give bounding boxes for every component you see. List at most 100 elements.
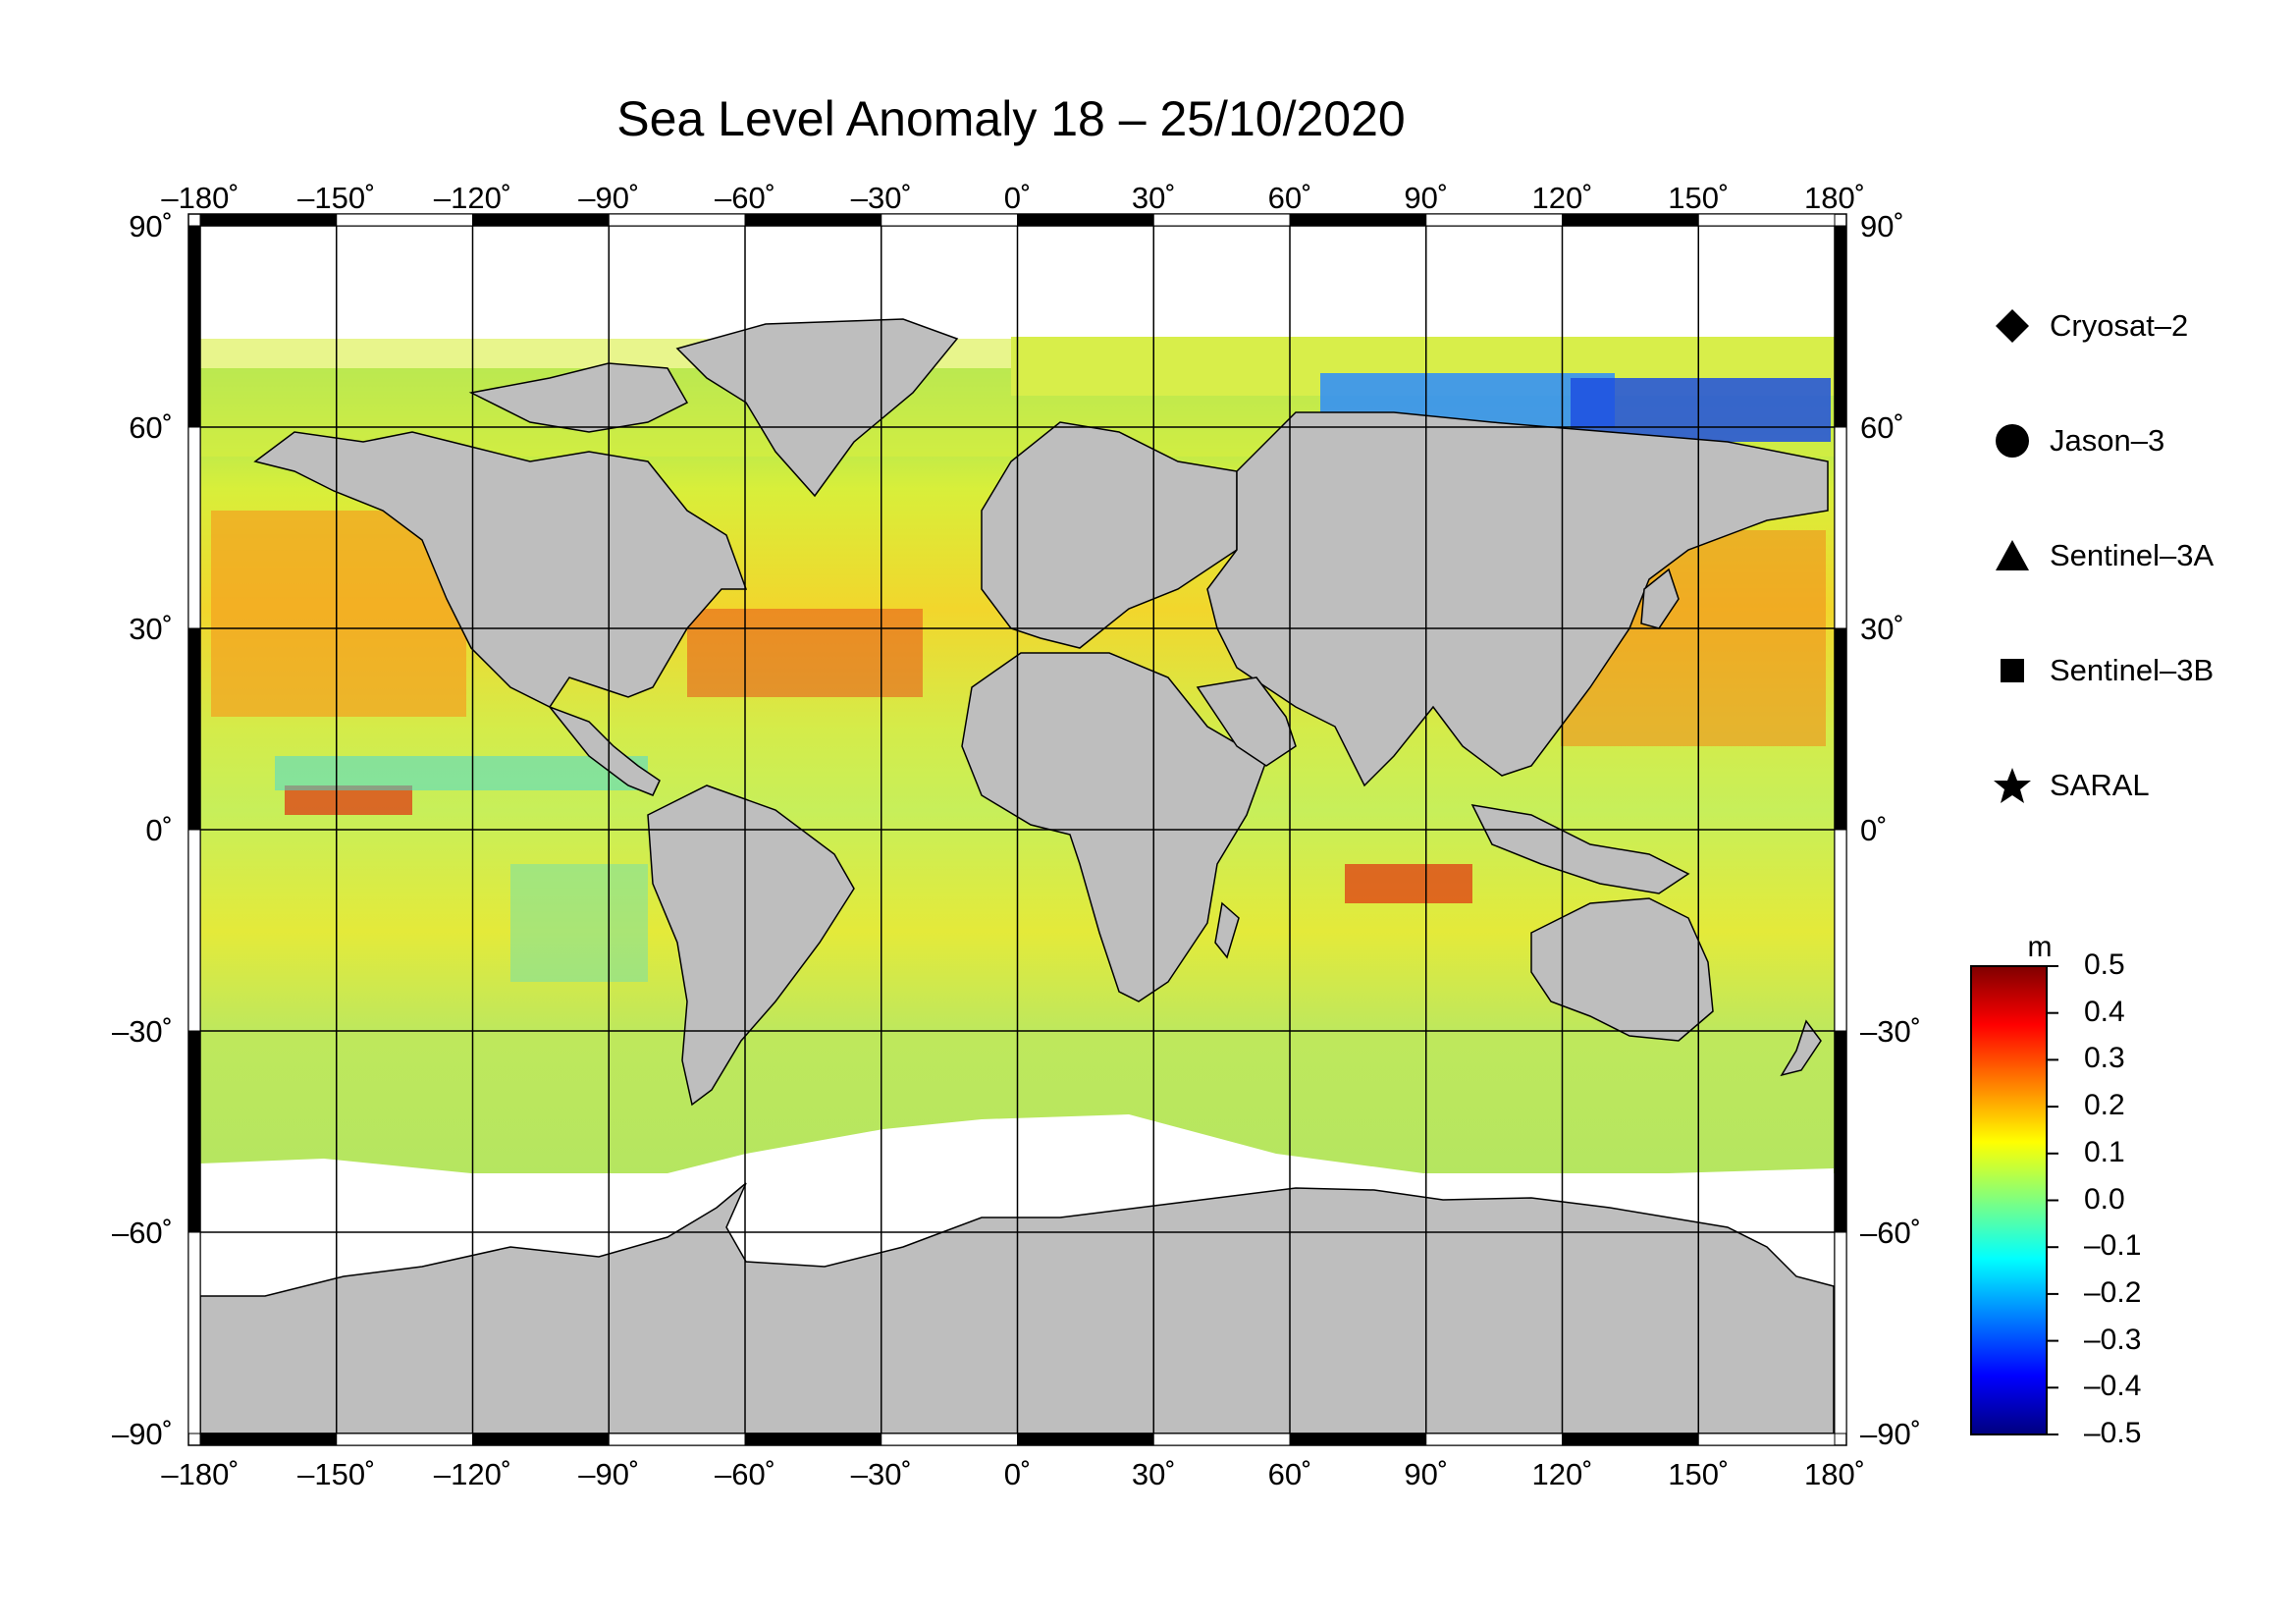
x-tick-label-top: 60˚ [1268,181,1312,215]
landmass-central-america [547,705,661,796]
tick-labels: –180˚ –180˚ –150˚ –150˚ –120˚ –120˚ –90˚ –90˚ –6… [112,181,1921,1491]
square-icon [1993,651,2032,690]
y-tick-label-left: 30˚ [129,612,173,646]
colorbar-tick-label: 0.1 [2084,1135,2125,1168]
legend-item-circle: Jason–3 [1993,421,2164,460]
frame-segment-top [1289,213,1427,227]
x-tick-label-top: –60˚ [715,181,775,215]
y-tick-label-right: –60˚ [1860,1216,1921,1250]
legend-label: Cryosat–2 [2050,308,2189,343]
x-tick-label-top: 0˚ [1004,181,1032,215]
frame-segment-right [1834,1231,1847,1434]
x-tick-label-bottom: 30˚ [1132,1457,1176,1491]
frame-segment-bottom [744,1433,882,1446]
y-tick-label-left: –60˚ [112,1216,173,1250]
y-tick-label-left: 0˚ [145,813,173,847]
landmass-australia [1530,897,1714,1042]
x-tick-label-top: –180˚ [161,181,239,215]
colorbar-tick-label: 0.3 [2084,1042,2125,1075]
map-frame [187,213,1847,1446]
frame-segment-right [1834,1030,1847,1233]
legend-label: SARAL [2050,768,2150,802]
x-tick-label-bottom: –180˚ [161,1457,239,1491]
y-tick-label-left: –90˚ [112,1417,173,1451]
x-tick-label-bottom: –90˚ [578,1457,639,1491]
legend-label: Sentinel–3B [2050,653,2215,687]
legend-item-square: Sentinel–3B [1993,651,2214,690]
frame-segment-top [336,213,473,227]
frame-segment-bottom [608,1433,746,1446]
y-tick-label-right: 60˚ [1860,410,1904,445]
colorbar-tick-label: 0.0 [2084,1182,2125,1216]
diamond-icon [1993,306,2032,346]
x-tick-label-bottom: –60˚ [715,1457,775,1491]
frame-segment-right [1834,225,1847,428]
frame-segment-top [199,213,338,227]
x-tick-label-top: 30˚ [1132,181,1176,215]
frame-segment-bottom [1425,1433,1563,1446]
frame-segment-bottom [1289,1433,1427,1446]
colorbar-tick-label: –0.2 [2084,1275,2142,1309]
colorbar-tick-label: 0.4 [2084,995,2125,1028]
frame-segment-bottom [1562,1433,1699,1446]
frame-segment-left [187,829,201,1032]
legend-item-star: SARAL [1993,766,2150,805]
frame-segment-right [1834,426,1847,629]
circle-icon [1993,421,2032,460]
x-tick-label-top: –90˚ [578,181,639,215]
frame-segment-top [1697,213,1836,227]
landmass-south-america [647,784,855,1107]
x-tick-label-bottom: 60˚ [1268,1457,1312,1491]
map-title: Sea Level Anomaly 18 – 25/10/2020 [616,91,1406,146]
frame-segment-top [608,213,746,227]
landmass-asia [1206,411,1829,787]
y-tick-label-right: 90˚ [1860,209,1904,243]
frame-segment-bottom [1697,1433,1836,1446]
landmass-greenland [675,318,959,498]
colorbar-tick-label: –0.4 [2084,1370,2142,1403]
y-tick-label-right: –90˚ [1860,1417,1921,1451]
frame-segment-top [472,213,610,227]
colorbar-tick-label: 0.2 [2084,1089,2125,1122]
x-tick-label-top: 180˚ [1804,181,1865,215]
x-tick-label-bottom: 180˚ [1804,1457,1865,1491]
frame-segment-bottom [199,1433,338,1446]
landmass-new-zealand [1780,1019,1822,1077]
x-tick-label-top: –30˚ [851,181,912,215]
landmass-arabia [1196,676,1297,767]
y-tick-label-left: 60˚ [129,410,173,445]
x-tick-label-top: –150˚ [297,181,375,215]
land-masses [253,318,1829,1107]
legend-item-diamond: Cryosat–2 [1993,306,2188,346]
x-tick-label-bottom: 0˚ [1004,1457,1032,1491]
x-tick-label-bottom: 120˚ [1531,1457,1592,1491]
x-tick-label-bottom: 90˚ [1404,1457,1448,1491]
legend-item-triangle: Sentinel–3A [1993,536,2214,575]
frame-segment-top [881,213,1018,227]
y-tick-label-right: 0˚ [1860,813,1888,847]
landmass-north-america [253,431,748,708]
frame-segment-right [1834,627,1847,831]
frame-segment-left [187,627,201,831]
frame-segment-bottom [881,1433,1018,1446]
colorbar-unit: m [2027,931,2053,963]
landmass-arctic-islands [468,362,689,433]
frame-segment-left [187,1030,201,1233]
colorbar [1970,965,2058,1435]
legend-label: Jason–3 [2050,423,2165,458]
colorbar-tick-label: –0.3 [2084,1323,2142,1356]
colorbar-tick-label: –0.1 [2084,1229,2142,1263]
frame-segment-left [187,426,201,629]
x-tick-label-top: 120˚ [1531,181,1592,215]
x-tick-label-bottom: –150˚ [297,1457,375,1491]
frame-segment-bottom [1152,1433,1291,1446]
legend-label: Sentinel–3A [2050,538,2215,572]
y-tick-label-right: –30˚ [1860,1014,1921,1049]
x-tick-label-top: 150˚ [1668,181,1729,215]
frame-segment-top [1425,213,1563,227]
frame-segment-top [1017,213,1154,227]
x-tick-label-bottom: –120˚ [434,1457,511,1491]
landmass-europe [981,421,1238,649]
colorbar-tick-label: –0.5 [2084,1417,2142,1449]
